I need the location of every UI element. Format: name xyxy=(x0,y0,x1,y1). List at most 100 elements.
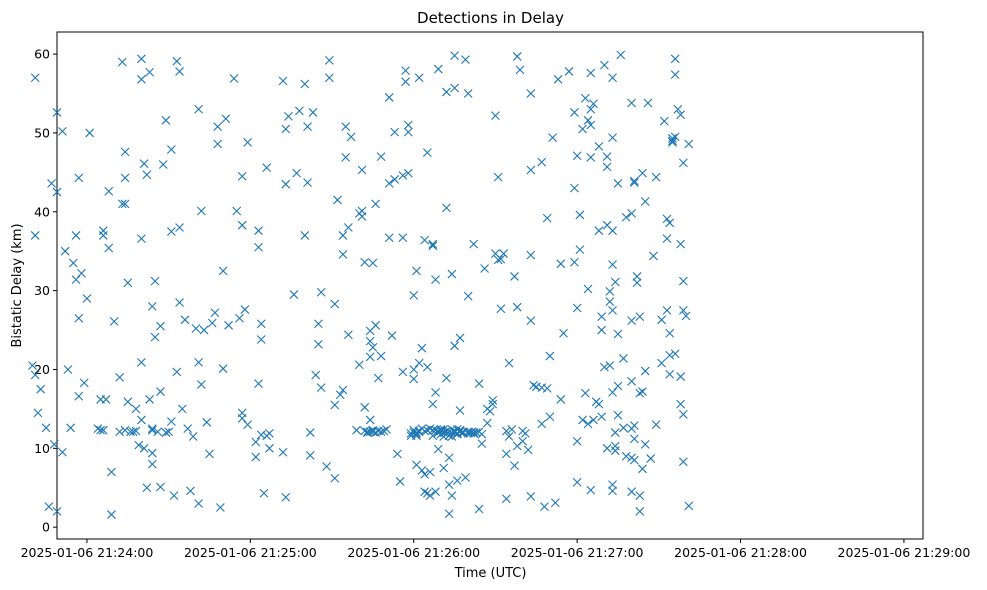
data-point xyxy=(324,73,334,83)
data-point xyxy=(420,235,430,245)
data-point xyxy=(559,328,568,338)
data-point xyxy=(305,451,315,460)
x-axis: 2025-01-06 21:24:00 2025-01-06 21:25:00 20… xyxy=(21,539,970,560)
data-point xyxy=(665,369,675,379)
data-point xyxy=(526,89,536,98)
y-tick-label: 50 xyxy=(34,125,50,140)
x-tick-label: 2025-01-06 21:28:00 xyxy=(674,545,807,560)
data-point xyxy=(213,122,223,132)
data-point xyxy=(365,415,375,425)
data-point xyxy=(662,305,672,315)
data-point xyxy=(439,425,449,434)
data-point xyxy=(134,440,144,450)
data-point xyxy=(205,449,214,459)
data-point xyxy=(621,451,631,461)
data-point xyxy=(597,412,607,422)
data-point xyxy=(254,226,263,236)
x-tick-label: 2025-01-06 21:25:00 xyxy=(184,545,317,560)
data-point xyxy=(338,231,348,240)
data-point xyxy=(447,491,457,501)
data-point xyxy=(398,171,408,180)
data-point xyxy=(526,165,536,175)
data-point xyxy=(608,305,617,315)
data-point xyxy=(422,362,432,372)
data-point xyxy=(221,114,231,124)
data-point xyxy=(265,443,274,453)
data-point xyxy=(390,175,400,184)
data-point xyxy=(28,361,37,370)
data-point xyxy=(390,127,400,137)
data-point xyxy=(450,341,459,351)
data-point xyxy=(670,54,680,64)
data-point xyxy=(678,276,688,286)
data-point xyxy=(621,212,631,222)
data-point xyxy=(594,399,604,409)
data-point xyxy=(376,351,386,361)
data-point xyxy=(324,55,334,65)
y-tick-label: 20 xyxy=(34,362,50,377)
data-point xyxy=(676,372,686,381)
data-point xyxy=(447,269,457,279)
data-point xyxy=(597,325,607,335)
data-point xyxy=(44,502,54,512)
data-point xyxy=(678,410,688,419)
data-point xyxy=(414,73,424,83)
data-point xyxy=(684,501,694,511)
data-point xyxy=(240,305,250,314)
data-point xyxy=(542,213,552,223)
data-point xyxy=(354,360,364,370)
data-point xyxy=(158,160,168,169)
data-point xyxy=(101,395,111,404)
data-point xyxy=(670,70,680,79)
data-point xyxy=(243,138,253,147)
data-point xyxy=(352,425,361,435)
data-point xyxy=(635,491,645,501)
data-point xyxy=(401,77,410,87)
data-point xyxy=(632,278,642,288)
data-point xyxy=(284,111,293,121)
data-point xyxy=(338,249,348,259)
data-point xyxy=(414,358,424,368)
data-point xyxy=(629,455,639,465)
data-point xyxy=(523,445,533,455)
data-point xyxy=(444,480,454,489)
data-point xyxy=(550,498,560,508)
data-point xyxy=(493,255,503,265)
data-point xyxy=(572,151,582,161)
data-point xyxy=(186,486,195,496)
data-point xyxy=(491,111,500,120)
data-point xyxy=(147,424,157,433)
data-point xyxy=(668,136,677,146)
data-point xyxy=(237,220,247,230)
y-tick-label: 0 xyxy=(42,520,50,535)
data-point xyxy=(512,52,522,61)
data-point xyxy=(463,291,473,301)
data-point xyxy=(526,492,536,501)
data-point xyxy=(583,284,593,294)
data-point xyxy=(218,364,228,374)
data-point xyxy=(175,223,184,232)
data-point xyxy=(120,199,130,209)
data-point xyxy=(147,302,157,311)
data-point xyxy=(542,384,552,393)
data-point xyxy=(640,197,650,206)
data-point xyxy=(501,426,511,436)
data-point xyxy=(480,264,489,273)
data-point xyxy=(196,380,206,389)
data-point xyxy=(98,226,108,236)
data-point xyxy=(608,226,617,236)
data-point xyxy=(638,464,647,474)
chart-title: Detections in Delay xyxy=(417,9,564,27)
data-point xyxy=(147,425,157,435)
data-point xyxy=(30,231,40,240)
data-point xyxy=(74,173,84,183)
data-point xyxy=(393,449,402,459)
data-point xyxy=(123,397,133,407)
data-point xyxy=(629,178,639,187)
data-point xyxy=(651,172,661,182)
data-point xyxy=(156,387,165,396)
data-point xyxy=(150,276,160,286)
data-point xyxy=(254,242,263,252)
data-point xyxy=(442,203,451,213)
data-point xyxy=(175,67,184,76)
